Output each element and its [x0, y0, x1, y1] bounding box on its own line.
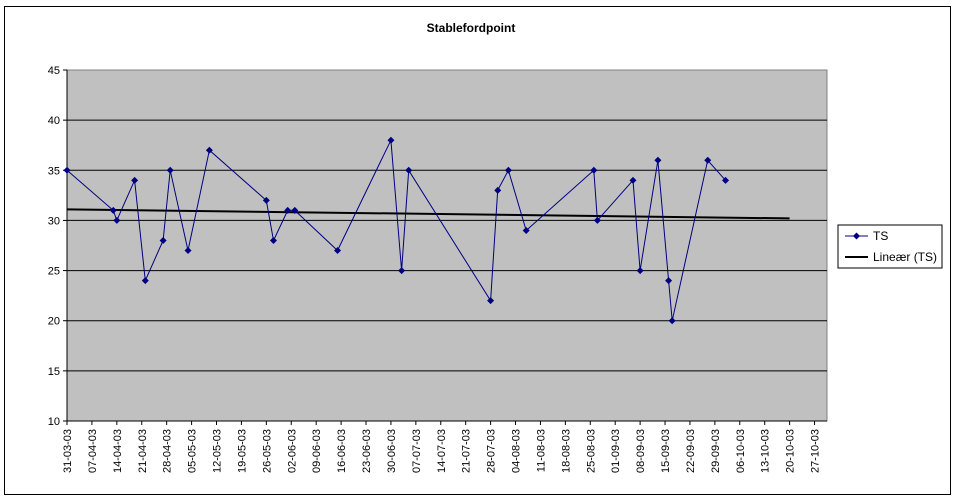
x-tick-label: 21-04-03 [137, 429, 149, 473]
legend-ts-marker [853, 232, 860, 240]
x-tick-label: 23-06-03 [361, 429, 373, 473]
gridlines [67, 119, 827, 372]
x-tick-label: 29-09-03 [710, 429, 722, 473]
x-tick-label: 12-05-03 [212, 429, 224, 473]
data-point [665, 277, 673, 285]
data-point [131, 176, 139, 184]
data-point [504, 166, 512, 174]
data-point [722, 176, 730, 184]
data-point [654, 156, 662, 164]
x-tick-label: 20-10-03 [785, 429, 797, 473]
series-layer [63, 136, 790, 325]
data-point [636, 267, 644, 275]
y-tick-label: 25 [48, 266, 60, 278]
data-point [590, 166, 598, 174]
x-axis: 31-03-03 07-04-03 14-04-03 21-04-03 28-04-03… [62, 421, 822, 473]
series-line-ts [66, 138, 726, 321]
y-tick-label: 30 [48, 215, 60, 227]
x-tick-label: 28-04-03 [162, 429, 174, 473]
data-point [387, 136, 395, 144]
legend-ts-label: TS [873, 229, 888, 243]
x-tick-label: 26-05-03 [261, 429, 273, 473]
legend-trend-label: Lineær (TS) [873, 250, 937, 264]
x-tick-label: 11-08-03 [535, 429, 547, 472]
y-axis: 10 15 20 25 30 35 40 45 [48, 65, 67, 428]
x-tick-label: 02-06-03 [286, 429, 298, 473]
chart-title: Stablefordpoint [427, 21, 516, 35]
data-point [166, 166, 174, 174]
data-point [668, 317, 676, 325]
data-point [522, 226, 530, 234]
data-point [141, 277, 149, 285]
x-tick-label: 01-09-03 [610, 429, 622, 473]
x-tick-label: 31-03-03 [62, 429, 74, 473]
data-point [205, 146, 213, 154]
x-tick-label: 09-06-03 [311, 429, 323, 473]
x-tick-label: 27-10-03 [810, 429, 822, 473]
x-tick-label: 06-10-03 [735, 429, 747, 473]
data-point [398, 267, 406, 275]
x-tick-label: 13-10-03 [760, 429, 772, 473]
data-point [284, 206, 292, 214]
x-tick-label: 05-05-03 [187, 429, 199, 473]
x-tick-label: 21-07-03 [461, 429, 473, 473]
x-tick-label: 07-07-03 [411, 429, 423, 473]
x-tick-label: 25-08-03 [585, 429, 597, 473]
chart-area: Stablefordpoint 10 15 20 25 30 35 40 45 31-03-0… [4, 6, 951, 495]
legend-box [837, 224, 943, 269]
x-tick-label: 28-07-03 [486, 429, 498, 473]
x-tick-label: 07-04-03 [87, 429, 99, 473]
data-point [269, 236, 277, 244]
x-tick-label: 18-08-03 [560, 429, 572, 473]
x-tick-label: 14-04-03 [112, 429, 124, 473]
x-tick-label: 30-06-03 [386, 429, 398, 473]
data-point [291, 206, 299, 214]
data-point [109, 206, 117, 214]
x-tick-label: 19-05-03 [236, 429, 248, 473]
data-point [113, 216, 121, 224]
data-point [629, 176, 637, 184]
y-tick-label: 20 [48, 316, 60, 328]
data-point [159, 236, 167, 244]
y-tick-label: 45 [48, 65, 60, 77]
data-point [593, 216, 601, 224]
y-tick-label: 10 [48, 416, 60, 428]
data-point [704, 156, 712, 164]
x-tick-label: 16-06-03 [336, 429, 348, 473]
y-tick-label: 15 [48, 366, 60, 378]
y-tick-label: 35 [48, 165, 60, 177]
data-point [405, 166, 413, 174]
x-tick-label: 04-08-03 [511, 429, 523, 473]
axes [66, 70, 827, 422]
x-tick-label: 22-09-03 [685, 429, 697, 473]
y-tick-label: 40 [48, 115, 60, 127]
plot-area [66, 69, 828, 422]
x-tick-label: 15-09-03 [660, 429, 672, 473]
data-point [184, 247, 192, 255]
data-point [334, 247, 342, 255]
data-point [494, 186, 502, 194]
data-point [487, 297, 495, 305]
data-point [63, 166, 71, 174]
chart-svg: Stablefordpoint 10 15 20 25 30 35 40 45 31-03-0… [48, 21, 943, 473]
x-tick-label: 14-07-03 [436, 429, 448, 473]
trendline [66, 208, 790, 220]
legend: TS Lineær (TS) [837, 224, 943, 269]
x-tick-label: 08-09-03 [635, 429, 647, 473]
data-point [262, 196, 270, 204]
